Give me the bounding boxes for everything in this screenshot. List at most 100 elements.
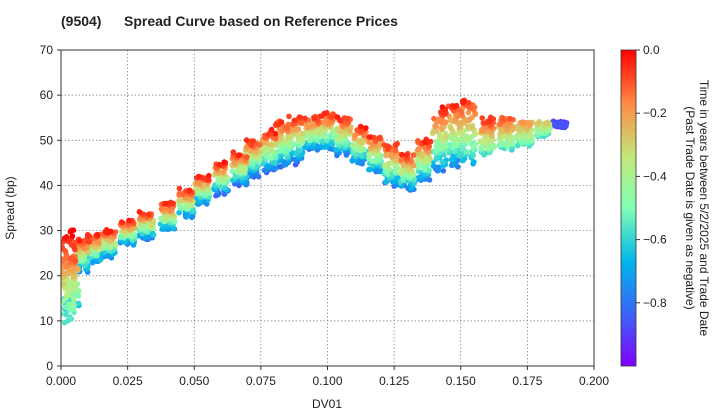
- scatter-point: [458, 120, 464, 126]
- scatter-point: [317, 113, 324, 119]
- scatter-point: [510, 141, 516, 148]
- scatter-point: [363, 125, 369, 131]
- scatter-point: [61, 319, 68, 326]
- scatter-point: [506, 115, 513, 122]
- scatter-point: [357, 123, 364, 130]
- scatter-point: [545, 120, 551, 126]
- scatter-point: [272, 160, 279, 167]
- scatter-point: [439, 119, 445, 126]
- scatter-point: [384, 143, 391, 149]
- scatter-point: [158, 206, 165, 212]
- scatter-point: [334, 114, 341, 120]
- scatter-point: [487, 118, 493, 124]
- scatter-point: [70, 300, 76, 307]
- x-tick-label: 0.150: [446, 374, 476, 388]
- scatter-point: [439, 104, 446, 110]
- scatter-point: [448, 156, 455, 163]
- scatter-point: [64, 291, 70, 298]
- scatter-point: [458, 110, 465, 116]
- scatter-point: [176, 197, 182, 204]
- scatter-point: [559, 120, 566, 127]
- scatter-point: [283, 124, 289, 131]
- scatter-point: [392, 142, 399, 148]
- scatter-point: [257, 142, 263, 148]
- scatter-point: [536, 120, 542, 126]
- scatter-point: [477, 138, 484, 144]
- scatter-point: [67, 255, 74, 262]
- scatter-point: [268, 126, 275, 133]
- scatter-point: [72, 258, 79, 264]
- scatter-point: [448, 125, 454, 132]
- scatter-point: [118, 219, 125, 225]
- scatter-point: [349, 158, 356, 164]
- scatter-point: [195, 173, 202, 180]
- scatter-point: [297, 147, 303, 153]
- scatter-point: [490, 142, 497, 148]
- colorbar-label-line2: (Past Trade Date is given as negative): [683, 106, 697, 309]
- scatter-point: [167, 199, 174, 206]
- scatter-point: [272, 130, 279, 137]
- scatter-point: [451, 148, 458, 155]
- y-tick-label: 60: [40, 88, 54, 102]
- scatter-point: [330, 111, 336, 117]
- scatter-point: [145, 211, 152, 218]
- chart-title-code: (9504): [61, 13, 101, 29]
- scatter-point: [296, 114, 303, 120]
- scatter-point: [69, 233, 76, 239]
- scatter-point: [315, 128, 322, 134]
- scatter-point: [431, 115, 437, 122]
- grid: [61, 50, 594, 366]
- scatter-point: [479, 128, 485, 134]
- x-tick-label: 0.025: [113, 374, 143, 388]
- scatter-point: [70, 306, 77, 312]
- scatter-point: [61, 298, 66, 304]
- x-axis-ticks: 0.000 0.025 0.050 0.075 0.100 0.125 0.150 0.175…: [46, 366, 609, 388]
- scatter-point: [136, 209, 143, 215]
- scatter-point: [336, 134, 343, 141]
- scatter-point: [442, 134, 449, 140]
- scatter-point: [76, 238, 83, 244]
- scatter-point: [376, 135, 383, 141]
- scatter-point: [471, 159, 477, 165]
- scatter-point: [466, 100, 472, 106]
- scatter-point: [338, 128, 344, 135]
- scatter-point: [466, 116, 473, 123]
- scatter-point: [366, 139, 372, 145]
- scatter-point: [162, 200, 169, 207]
- scatter-point: [243, 137, 250, 143]
- scatter-point: [440, 168, 447, 174]
- scatter-point: [186, 187, 193, 194]
- scatter-point: [514, 132, 521, 138]
- scatter-point: [305, 123, 312, 130]
- scatter-point: [295, 126, 302, 133]
- scatter-point: [415, 138, 421, 144]
- colorbar-tick-label: −0.4: [643, 169, 667, 183]
- scatter-point: [247, 148, 254, 154]
- y-tick-label: 20: [40, 269, 54, 283]
- scatter-point: [71, 296, 77, 303]
- scatter-point: [103, 227, 110, 233]
- scatter-point: [454, 136, 461, 143]
- x-tick-label: 0.000: [46, 374, 76, 388]
- scatter-point: [399, 151, 405, 158]
- scatter-point: [187, 196, 194, 203]
- scatter-point: [62, 256, 69, 262]
- y-tick-label: 30: [40, 224, 54, 238]
- scatter-point: [463, 149, 470, 155]
- scatter-point: [403, 152, 410, 158]
- scatter-point: [63, 234, 70, 240]
- colorbar-tick-label: 0.0: [643, 43, 660, 57]
- y-tick-label: 50: [40, 133, 54, 147]
- scatter-point: [200, 175, 207, 181]
- y-tick-label: 10: [40, 314, 54, 328]
- scatter-point: [344, 116, 350, 122]
- scatter-point: [470, 152, 477, 159]
- scatter-point: [415, 165, 421, 171]
- scatter-point: [434, 119, 440, 126]
- scatter-point: [70, 227, 77, 233]
- scatter-point: [465, 123, 471, 130]
- scatter-point: [439, 126, 445, 133]
- scatter-point: [221, 159, 228, 165]
- x-tick-label: 0.125: [379, 374, 409, 388]
- scatter-point: [162, 213, 169, 219]
